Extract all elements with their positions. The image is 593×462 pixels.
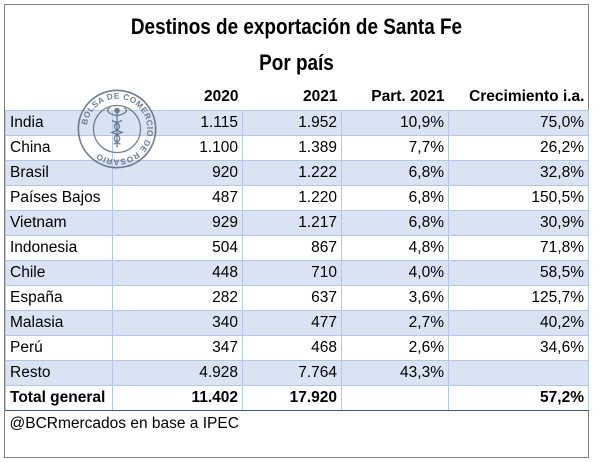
table-row: Brasil 920 1.222 6,8% 32,8%: [5, 159, 589, 186]
cell-country: Perú: [5, 334, 113, 361]
cell-share-2021: 6,8%: [341, 184, 449, 211]
total-share-2021: [341, 384, 449, 411]
header-2021: 2021: [303, 87, 338, 105]
table-frame: [4, 4, 589, 458]
cell-value-2020: 1.115: [112, 109, 243, 136]
header-2020: 2020: [204, 87, 239, 105]
cell-growth: 125,7%: [448, 284, 589, 311]
cell-growth: 30,9%: [448, 209, 589, 236]
cell-value-2020: 504: [112, 234, 243, 261]
cell-value-2021: 637: [242, 284, 342, 311]
header-part-2021: Part. 2021: [371, 87, 445, 105]
cell-value-2021: 468: [242, 334, 342, 361]
header-growth: Crecimiento i.a.: [469, 87, 585, 105]
cell-growth: 150,5%: [448, 184, 589, 211]
cell-growth: 26,2%: [448, 134, 589, 161]
table-row: China 1.100 1.389 7,7% 26,2%: [5, 134, 589, 161]
cell-value-2020: 929: [112, 209, 243, 236]
cell-share-2021: 10,9%: [341, 109, 449, 136]
cell-value-2021: 1.952: [242, 109, 342, 136]
table-row: Indonesia 504 867 4,8% 71,8%: [5, 234, 589, 261]
cell-value-2021: 1.217: [242, 209, 342, 236]
cell-value-2020: 347: [112, 334, 243, 361]
total-value-2021: 17.920: [242, 384, 342, 411]
table-row: Chile 448 710 4,0% 58,5%: [5, 259, 589, 286]
cell-value-2020: 282: [112, 284, 243, 311]
cell-value-2020: 340: [112, 309, 243, 336]
total-value-2020: 11.402: [112, 384, 243, 411]
cell-country: Brasil: [5, 159, 113, 186]
cell-share-2021: 6,8%: [341, 209, 449, 236]
cell-country: Resto: [5, 359, 113, 386]
source-note: @BCRmercados en base a IPEC: [9, 415, 239, 433]
cell-value-2020: 487: [112, 184, 243, 211]
total-growth: 57,2%: [448, 384, 589, 411]
cell-country: Chile: [5, 259, 113, 286]
table-row: Vietnam 929 1.217 6,8% 30,9%: [5, 209, 589, 236]
cell-country: Vietnam: [5, 209, 113, 236]
table-row: Resto 4.928 7.764 43,3%: [5, 359, 589, 386]
cell-country: India: [5, 109, 113, 136]
cell-value-2021: 867: [242, 234, 342, 261]
cell-share-2021: 43,3%: [341, 359, 449, 386]
cell-growth: 71,8%: [448, 234, 589, 261]
cell-growth: 32,8%: [448, 159, 589, 186]
cell-share-2021: 2,6%: [341, 334, 449, 361]
total-row: Total general 11.402 17.920 57,2%: [5, 384, 589, 411]
page-title: Destinos de exportación de Santa Fe: [130, 14, 463, 39]
table-row: Países Bajos 487 1.220 6,8% 150,5%: [5, 184, 589, 211]
cell-growth: 40,2%: [448, 309, 589, 336]
cell-country: España: [5, 284, 113, 311]
cell-country: Países Bajos: [5, 184, 113, 211]
exports-table: 2020 2021 Part. 2021 Crecimiento i.a. In…: [5, 84, 589, 438]
cell-value-2021: 477: [242, 309, 342, 336]
cell-value-2021: 7.764: [242, 359, 342, 386]
cell-value-2021: 1.220: [242, 184, 342, 211]
cell-growth: 75,0%: [448, 109, 589, 136]
cell-share-2021: 2,7%: [341, 309, 449, 336]
cell-value-2020: 4.928: [112, 359, 243, 386]
header-row: 2020 2021 Part. 2021 Crecimiento i.a.: [6, 84, 589, 110]
cell-share-2021: 4,0%: [341, 259, 449, 286]
cell-value-2021: 1.389: [242, 134, 342, 161]
caduceus-icon: [106, 107, 128, 148]
cell-share-2021: 3,6%: [341, 284, 449, 311]
cell-value-2021: 1.222: [242, 159, 342, 186]
table-row: España 282 637 3,6% 125,7%: [5, 284, 589, 311]
cell-share-2021: 4,8%: [341, 234, 449, 261]
table-row: Malasia 340 477 2,7% 40,2%: [5, 309, 589, 336]
cell-growth: 58,5%: [448, 259, 589, 286]
cell-share-2021: 7,7%: [341, 134, 449, 161]
seal-logo: BOLSA DE COMERCIO DE ROSARIO: [77, 89, 157, 169]
cell-country: Malasia: [5, 309, 113, 336]
cell-share-2021: 6,8%: [341, 159, 449, 186]
total-country: Total general: [5, 384, 113, 411]
cell-value-2020: 448: [112, 259, 243, 286]
cell-country: Indonesia: [5, 234, 113, 261]
note-row: @BCRmercados en base a IPEC: [6, 410, 589, 438]
cell-growth: 34,6%: [448, 334, 589, 361]
table-row: Perú 347 468 2,6% 34,6%: [5, 334, 589, 361]
cell-value-2021: 710: [242, 259, 342, 286]
cell-growth: [448, 359, 589, 386]
page-subtitle: Por país: [259, 50, 334, 75]
